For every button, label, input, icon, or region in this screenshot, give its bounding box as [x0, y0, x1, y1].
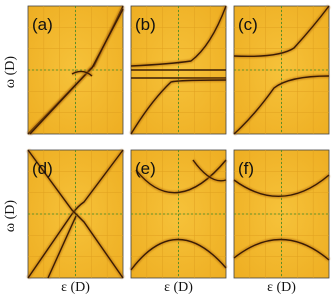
spectral-curve — [130, 79, 227, 135]
panel: (b) — [129, 5, 228, 136]
panel-label: (c) — [238, 15, 258, 34]
spectral-curve — [27, 149, 124, 279]
y-axis-label: ω (D) — [3, 200, 18, 232]
spectral-curve — [233, 5, 330, 58]
spectral-curve — [27, 149, 124, 279]
spectral-curve — [130, 238, 227, 271]
panel: (c) — [232, 4, 331, 136]
spectral-curve — [192, 159, 227, 182]
x-axis-label: ε (D) — [267, 280, 296, 295]
panel-label: (f) — [238, 159, 254, 178]
panel: (d) — [26, 148, 125, 280]
x-axis-label: ε (D) — [164, 280, 193, 295]
spectral-curve — [233, 75, 330, 135]
panel-label: (e) — [135, 159, 156, 178]
spectral-curve — [47, 215, 77, 279]
panel-label: (a) — [32, 15, 53, 34]
spectral-curve — [135, 159, 227, 194]
spectral-curve — [71, 70, 93, 77]
panel: (e) — [129, 149, 228, 279]
panel-label: (d) — [32, 159, 53, 178]
spectral-curve — [233, 238, 330, 261]
panel: (f) — [232, 149, 331, 279]
panel-label: (b) — [135, 15, 156, 34]
y-axis-label: ω (D) — [3, 56, 18, 88]
spectral-curve — [233, 174, 330, 198]
spectral-curve — [130, 5, 227, 67]
x-axis-label: ε (D) — [61, 280, 90, 295]
panel: (a) — [26, 5, 125, 136]
